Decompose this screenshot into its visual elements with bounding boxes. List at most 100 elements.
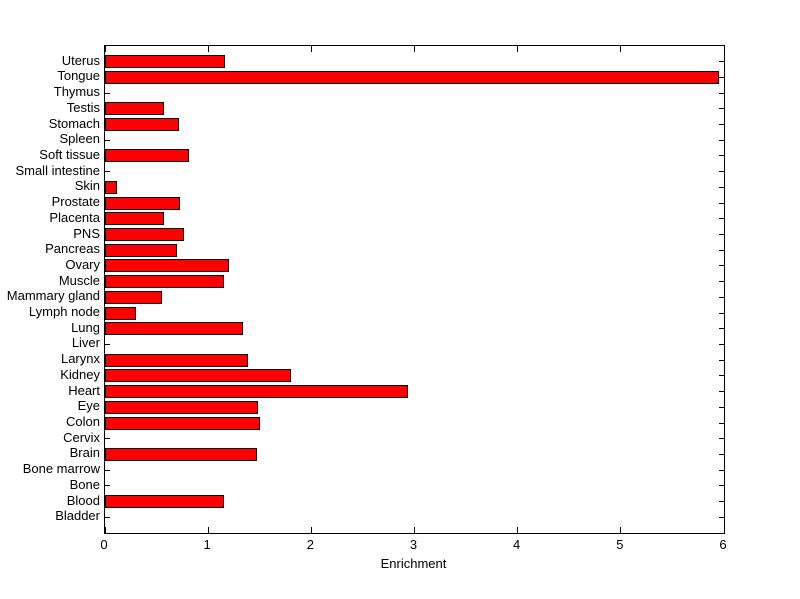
x-tick-label: 4 (513, 537, 521, 552)
y-tick-label: Heart (68, 382, 100, 398)
y-tick-label: Eye (77, 398, 100, 414)
y-tick-label: Lung (71, 319, 100, 335)
y-tick (105, 343, 110, 345)
y-tick (719, 485, 724, 487)
y-tick (719, 234, 724, 236)
x-tick-label: 0 (100, 537, 108, 552)
y-tick (719, 343, 724, 345)
y-tick-label: Bladder (55, 508, 100, 524)
x-tick-label: 1 (203, 537, 211, 552)
bar (105, 228, 185, 242)
y-tick (719, 406, 724, 408)
x-tick-label: 2 (306, 537, 314, 552)
y-tick-label: Blood (66, 492, 100, 508)
y-tick (105, 469, 110, 471)
x-tick (104, 46, 106, 52)
y-tick-label: Brain (69, 445, 100, 461)
y-tick (719, 171, 724, 173)
y-tick-label: Kidney (60, 366, 100, 382)
bar (105, 416, 260, 430)
y-tick-label: Muscle (58, 272, 100, 288)
y-tick-label: Soft tissue (39, 146, 100, 162)
bar (105, 180, 118, 194)
x-tick (517, 46, 519, 52)
y-tick (719, 218, 724, 220)
bar (105, 290, 162, 304)
bar (105, 55, 225, 69)
y-tick (719, 265, 724, 267)
y-tick (719, 328, 724, 330)
bar (105, 259, 229, 273)
y-tick (719, 312, 724, 314)
bar (105, 495, 224, 509)
y-tick (719, 453, 724, 455)
y-tick-label: Pancreas (45, 241, 100, 257)
x-axis-label: Enrichment (380, 556, 447, 571)
y-tick (719, 501, 724, 503)
y-tick (719, 516, 724, 518)
y-tick (719, 391, 724, 393)
y-tick (105, 438, 110, 440)
y-tick (105, 485, 110, 487)
plot-area (104, 45, 725, 534)
y-tick (719, 202, 724, 204)
bar (105, 369, 291, 383)
y-tick (719, 76, 724, 78)
x-tick (517, 527, 519, 533)
x-tick-label: 3 (409, 537, 418, 552)
y-tick-label: PNS (73, 225, 100, 241)
y-axis-labels: Uterus Tongue Thymus Testis Stomach Spleen Sof… (0, 45, 100, 532)
bar (105, 70, 719, 84)
y-tick (719, 422, 724, 424)
y-tick (719, 281, 724, 283)
y-tick (105, 516, 110, 518)
x-tick (723, 527, 725, 533)
x-tick (620, 46, 622, 52)
y-tick-label: Lymph node (28, 304, 100, 320)
x-tick (723, 46, 725, 52)
bar (105, 447, 257, 461)
y-tick-label: Colon (66, 414, 100, 430)
y-tick-label: Liver (71, 335, 100, 351)
y-tick (719, 359, 724, 361)
y-tick-label: Small intestine (15, 162, 100, 178)
y-tick-label: Tongue (57, 68, 100, 84)
x-tick-label: 6 (719, 537, 727, 552)
y-tick (719, 61, 724, 63)
y-tick-label: Testis (66, 99, 100, 115)
y-tick-label: Ovary (65, 256, 100, 272)
y-tick-label: Placenta (49, 209, 100, 225)
y-tick-label: Spleen (59, 131, 100, 147)
y-tick (719, 108, 724, 110)
y-tick (105, 171, 110, 173)
y-tick-label: Bone marrow (22, 461, 100, 477)
x-tick (414, 46, 415, 52)
y-tick-label: Prostate (51, 194, 100, 210)
x-tick-label: 5 (616, 537, 624, 552)
y-tick (719, 375, 724, 377)
bar (105, 102, 164, 116)
bar (105, 306, 136, 320)
y-tick-label: Skin (74, 178, 100, 194)
y-tick-label: Mammary gland (6, 288, 100, 304)
y-tick (105, 139, 110, 141)
bar (105, 275, 224, 289)
y-tick (719, 186, 724, 188)
x-tick (207, 46, 209, 52)
bar (105, 212, 164, 226)
bar (105, 385, 409, 399)
y-tick-label: Thymus (53, 84, 100, 100)
bar (105, 118, 180, 132)
bar (105, 149, 189, 163)
y-tick (719, 296, 724, 298)
x-tick (310, 527, 312, 533)
y-tick (719, 249, 724, 251)
bar (105, 322, 244, 336)
x-tick (620, 527, 622, 533)
x-tick (104, 527, 106, 533)
y-tick-label: Cervix (63, 429, 100, 445)
y-tick-label: Stomach (48, 115, 100, 131)
x-tick (414, 527, 415, 533)
y-tick (719, 155, 724, 157)
